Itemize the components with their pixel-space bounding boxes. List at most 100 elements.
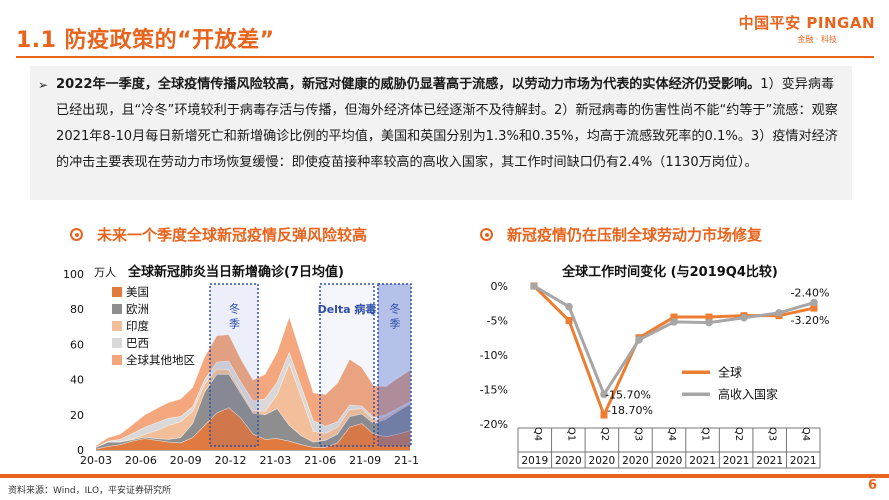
x-tick-label: 21-12 xyxy=(394,454,418,467)
y-tick-label: 80 xyxy=(70,303,84,316)
x-tick-label: Q4 xyxy=(800,427,811,441)
year-label: 2021 xyxy=(723,455,750,467)
bullet-circle-icon xyxy=(480,228,493,241)
x-tick-label: Q2 xyxy=(599,427,610,441)
left-section-title: 未来一个季度全球新冠疫情反弹风险较高 xyxy=(97,226,368,244)
brand-tagline: 金融 · 科技 xyxy=(797,35,837,44)
data-point xyxy=(670,313,678,321)
annotation-box xyxy=(377,283,412,447)
legend-label: 欧洲 xyxy=(126,302,149,316)
annotation-box xyxy=(209,283,259,447)
source-note: 资料来源：Wind，ILO，平安证券研究所 xyxy=(8,486,172,496)
x-tick-label: Q3 xyxy=(632,427,643,441)
data-point xyxy=(565,302,573,311)
x-tick-label: Q4 xyxy=(532,427,543,441)
chart-title: 全球新冠肺炎当日新增确诊(7日均值) xyxy=(127,264,344,280)
y-tick-label: -5% xyxy=(487,315,508,328)
legend-label: 印度 xyxy=(126,319,149,333)
working-hours-chart: 全球工作时间变化 (与2019Q4比较) 0% -5% -10% -15% -20% Q4 2… xyxy=(480,264,830,469)
area-series xyxy=(96,363,410,448)
year-label: 2021 xyxy=(790,455,817,467)
data-point xyxy=(705,318,713,327)
y-tick-label: 60 xyxy=(70,338,84,351)
footer-divider xyxy=(0,474,889,478)
bullet-circle-icon xyxy=(70,228,83,241)
year-label: 2020 xyxy=(656,455,683,467)
x-tick-label: Q2 xyxy=(733,427,744,441)
legend-label: 全球 xyxy=(718,364,742,379)
summary-box: ➢ 2022年一季度，全球疫情传播风险较高，新冠对健康的威胁仍显著高于流感，以劳… xyxy=(30,66,852,200)
data-point xyxy=(565,317,573,324)
area-edge xyxy=(95,316,411,446)
y-tick-label: -10% xyxy=(480,349,508,362)
x-tick-label: 20-12 xyxy=(215,454,247,467)
y-unit-label: 万人 xyxy=(94,266,116,279)
data-label: -15.70% xyxy=(605,388,651,401)
chart-title: 全球工作时间变化 (与2019Q4比较) xyxy=(561,264,778,280)
x-tick-label: Q4 xyxy=(666,427,677,441)
y-tick-label: 20 xyxy=(70,409,84,422)
annotation-label: 冬季 xyxy=(228,302,241,333)
data-point xyxy=(810,304,818,312)
x-tick-label: 20-06 xyxy=(125,454,157,467)
data-point xyxy=(530,282,538,290)
x-tick-label: 21-06 xyxy=(304,454,336,467)
left-section-header: 未来一个季度全球新冠疫情反弹风险较高 xyxy=(70,224,367,245)
x-tick-label: 20-09 xyxy=(170,454,202,467)
y-tick-label: -15% xyxy=(480,384,508,397)
data-point xyxy=(600,411,608,419)
legend-swatch xyxy=(112,321,122,331)
year-label: 2020 xyxy=(622,455,649,467)
annotation-box xyxy=(319,283,375,447)
y-tick-label: 0% xyxy=(491,280,508,293)
data-point xyxy=(740,313,748,322)
summary-text: 1）变异病毒已经出现，且“冷冬”环境较利于病毒存活与传播，但海外经济体已经逐渐不… xyxy=(56,77,838,170)
year-label: 2020 xyxy=(589,455,616,467)
title-divider xyxy=(16,56,874,58)
y-tick-label: 40 xyxy=(70,374,84,387)
x-tick-label: 20-03 xyxy=(80,454,112,467)
data-point xyxy=(775,309,783,317)
data-point xyxy=(705,313,713,321)
right-section-header: 新冠疫情仍在压制全球劳动力市场修复 xyxy=(480,224,762,245)
year-label: 2021 xyxy=(689,455,716,467)
page-title: 1.1 防疫政策的“开放差” xyxy=(16,28,275,53)
y-tick-label: -20% xyxy=(480,418,508,431)
area-series xyxy=(96,317,410,448)
legend-label: 全球其他地区 xyxy=(126,353,195,367)
data-label: -3.20% xyxy=(791,314,830,327)
x-tick-label: 21-09 xyxy=(349,454,381,467)
right-section-title: 新冠疫情仍在压制全球劳动力市场修复 xyxy=(507,226,763,244)
brand-logo: 中国平安 PINGAN 金融 · 科技 xyxy=(739,12,875,45)
year-label: 2021 xyxy=(756,455,783,467)
data-label: -2.40% xyxy=(791,287,830,300)
brand-name: 中国平安 PINGAN xyxy=(738,14,875,32)
area-edge xyxy=(95,351,411,448)
x-tick-label: Q1 xyxy=(565,427,576,441)
area-edge xyxy=(95,407,411,450)
x-tick-label: 21-03 xyxy=(259,454,291,467)
data-point xyxy=(810,298,818,307)
legend-label: 美国 xyxy=(126,285,149,299)
annotation-label: 冬季 xyxy=(388,302,401,333)
y-tick-label: 100 xyxy=(63,268,84,281)
area-edge xyxy=(95,362,411,448)
legend-swatch xyxy=(112,355,122,365)
x-tick-label: Q3 xyxy=(767,427,778,441)
year-label: 2019 xyxy=(521,455,548,467)
legend-swatch xyxy=(112,287,122,297)
y-tick-label: 0 xyxy=(77,444,84,457)
data-label: -18.70% xyxy=(607,404,653,417)
covid-cases-chart: 全球新冠肺炎当日新增确诊(7日均值) 万人 0 20 40 60 80 100 20-03 20-… xyxy=(63,264,418,467)
area-edge xyxy=(95,374,411,448)
data-point xyxy=(635,336,643,344)
annotation-label: Delta 病毒 xyxy=(318,302,377,316)
data-point xyxy=(670,318,678,326)
x-tick-label: Q1 xyxy=(700,427,711,441)
legend-label: 巴西 xyxy=(126,336,149,350)
bullet-arrow-icon: ➢ xyxy=(38,78,49,92)
legend-swatch xyxy=(112,304,122,314)
data-point xyxy=(600,390,608,399)
year-label: 2020 xyxy=(555,455,582,467)
legend-swatch xyxy=(112,338,122,348)
